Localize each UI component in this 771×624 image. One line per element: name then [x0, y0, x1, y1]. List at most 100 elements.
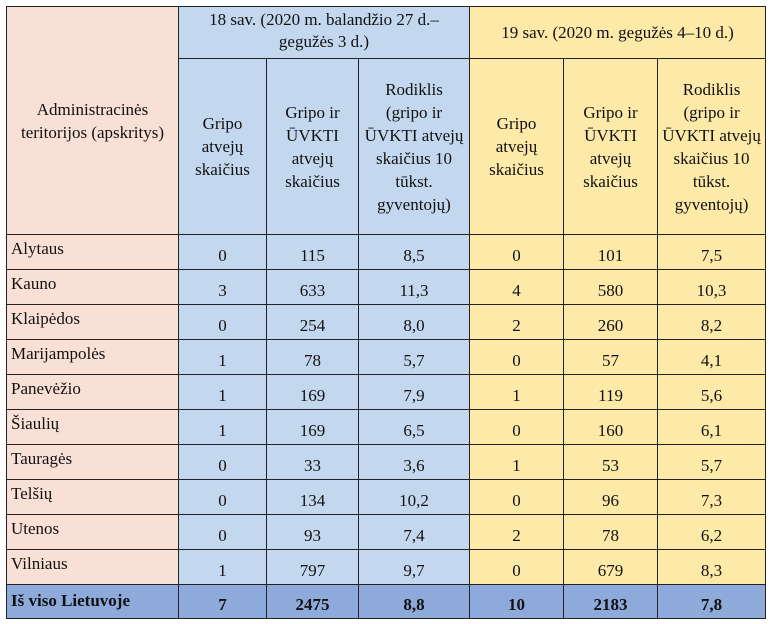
week18-flu-cases: 1: [178, 409, 267, 445]
week18-flu-cases: 0: [178, 444, 267, 480]
week18-rate: 10,2: [357, 479, 471, 515]
region-name: Klaipėdos: [6, 304, 179, 340]
region-column-header: Administracinės teritorijos (apskritys): [6, 6, 179, 235]
week18-rate: 9,7: [357, 549, 471, 585]
week18-flu-cases: 1: [178, 549, 267, 585]
week18-rate: 8,0: [357, 304, 471, 340]
week18-flu-ari-cases: 633: [266, 269, 359, 305]
table-row: Šiaulių 1 169 6,5 0 160 6,1: [6, 409, 767, 445]
week18-flu-cases: 0: [178, 234, 267, 270]
week19-rate: 7,5: [657, 234, 767, 270]
week18-flu-ari-cases: 33: [266, 444, 359, 480]
table-body: Alytaus 0 115 8,5 0 101 7,5 Kauno 3 633 …: [6, 234, 767, 619]
table-row: Vilniaus 1 797 9,7 0 679 8,3: [6, 549, 767, 585]
week18-rate-header: Rodiklis (gripo ir ŪVKTI atvejų skaičius…: [357, 58, 471, 235]
week19-rate-header: Rodiklis (gripo ir ŪVKTI atvejų skaičius…: [657, 58, 767, 235]
week18-flu-ari-cases: 78: [266, 339, 359, 375]
week18-rate: 3,6: [357, 444, 471, 480]
table-row: Panevėžio 1 169 7,9 1 119 5,6: [6, 374, 767, 410]
table-row: Telšių 0 134 10,2 0 96 7,3: [6, 479, 767, 515]
week19-flu-ari-cases: 679: [563, 549, 659, 585]
total-label: Iš viso Lietuvoje: [6, 584, 179, 619]
region-name: Telšių: [6, 479, 179, 515]
week18-flu-ari-cases: 797: [266, 549, 359, 585]
week19-rate: 10,3: [657, 269, 767, 305]
week19-flu-ari-cases: 53: [563, 444, 659, 480]
week19-flu-cases: 0: [469, 339, 565, 375]
total-week18-flu-ari-cases: 2475: [266, 584, 359, 619]
total-week19-rate: 7,8: [657, 584, 767, 619]
week18-rate: 8,5: [357, 234, 471, 270]
week18-flu-cases-header: Gripo atvejų skaičius: [178, 58, 267, 235]
week19-rate: 4,1: [657, 339, 767, 375]
week19-flu-ari-cases: 119: [563, 374, 659, 410]
region-name: Panevėžio: [6, 374, 179, 410]
week19-rate: 8,2: [657, 304, 767, 340]
week19-rate: 6,2: [657, 514, 767, 550]
week18-rate: 6,5: [357, 409, 471, 445]
week19-flu-cases: 1: [469, 374, 565, 410]
total-week19-flu-ari-cases: 2183: [563, 584, 659, 619]
region-name: Marijampolės: [6, 339, 179, 375]
table-row: Alytaus 0 115 8,5 0 101 7,5: [6, 234, 767, 270]
week19-flu-ari-cases: 101: [563, 234, 659, 270]
header-row-weeks: Administracinės teritorijos (apskritys) …: [6, 6, 767, 235]
table-row: Utenos 0 93 7,4 2 78 6,2: [6, 514, 767, 550]
week18-rate: 5,7: [357, 339, 471, 375]
header-row-columns: Gripo atvejų skaičius Gripo ir ŪVKTI atv…: [7, 58, 767, 235]
week18-flu-ari-cases: 254: [266, 304, 359, 340]
week19-flu-ari-cases: 160: [563, 409, 659, 445]
week19-flu-cases: 2: [469, 304, 565, 340]
week19-rate: 6,1: [657, 409, 767, 445]
region-name: Vilniaus: [6, 549, 179, 585]
week19-flu-cases: 0: [469, 549, 565, 585]
table-row: Kauno 3 633 11,3 4 580 10,3: [6, 269, 767, 305]
week18-flu-ari-cases-header: Gripo ir ŪVKTI atvejų skaičius: [266, 58, 359, 235]
week18-flu-cases: 3: [178, 269, 267, 305]
week18-flu-cases: 0: [178, 304, 267, 340]
week19-flu-ari-cases: 96: [563, 479, 659, 515]
week18-header: 18 sav. (2020 m. balandžio 27 d.– gegužė…: [177, 6, 471, 59]
week18-rate: 7,4: [357, 514, 471, 550]
region-name: Tauragės: [6, 444, 179, 480]
week19-flu-cases: 1: [469, 444, 565, 480]
week18-flu-ari-cases: 134: [266, 479, 359, 515]
table-row: Klaipėdos 0 254 8,0 2 260 8,2: [6, 304, 767, 340]
week19-rate: 8,3: [657, 549, 767, 585]
week19-rate: 7,3: [657, 479, 767, 515]
week18-rate: 11,3: [357, 269, 471, 305]
week19-flu-cases: 2: [469, 514, 565, 550]
region-name: Kauno: [6, 269, 179, 305]
week18-flu-ari-cases: 93: [266, 514, 359, 550]
week19-flu-ari-cases: 580: [563, 269, 659, 305]
week19-header: 19 sav. (2020 m. gegužės 4–10 d.): [469, 6, 767, 59]
week19-flu-ari-cases: 260: [563, 304, 659, 340]
week19-rate: 5,7: [657, 444, 767, 480]
week19-flu-ari-cases: 57: [563, 339, 659, 375]
week18-flu-cases: 1: [178, 374, 267, 410]
week18-flu-ari-cases: 115: [266, 234, 359, 270]
week19-flu-cases: 0: [469, 479, 565, 515]
total-week18-flu-cases: 7: [178, 584, 267, 619]
total-week19-flu-cases: 10: [469, 584, 565, 619]
total-week18-rate: 8,8: [357, 584, 471, 619]
total-row: Iš viso Lietuvoje 7 2475 8,8 10 2183 7,8: [6, 584, 767, 619]
region-name: Alytaus: [6, 234, 179, 270]
week19-flu-ari-cases: 78: [563, 514, 659, 550]
week18-flu-cases: 0: [178, 479, 267, 515]
region-name: Utenos: [6, 514, 179, 550]
table-container: Administracinės teritorijos (apskritys) …: [6, 6, 767, 619]
week19-flu-cases-header: Gripo atvejų skaičius: [469, 58, 565, 235]
influenza-statistics-table: Administracinės teritorijos (apskritys) …: [6, 6, 767, 619]
region-name: Šiaulių: [6, 409, 179, 445]
week19-flu-cases: 0: [469, 234, 565, 270]
week19-flu-ari-cases-header: Gripo ir ŪVKTI atvejų skaičius: [563, 58, 659, 235]
week19-flu-cases: 4: [469, 269, 565, 305]
table-row: Marijampolės 1 78 5,7 0 57 4,1: [6, 339, 767, 375]
week18-flu-ari-cases: 169: [266, 374, 359, 410]
week18-rate: 7,9: [357, 374, 471, 410]
week19-flu-cases: 0: [469, 409, 565, 445]
week19-rate: 5,6: [657, 374, 767, 410]
week18-flu-cases: 1: [178, 339, 267, 375]
table-row: Tauragės 0 33 3,6 1 53 5,7: [6, 444, 767, 480]
